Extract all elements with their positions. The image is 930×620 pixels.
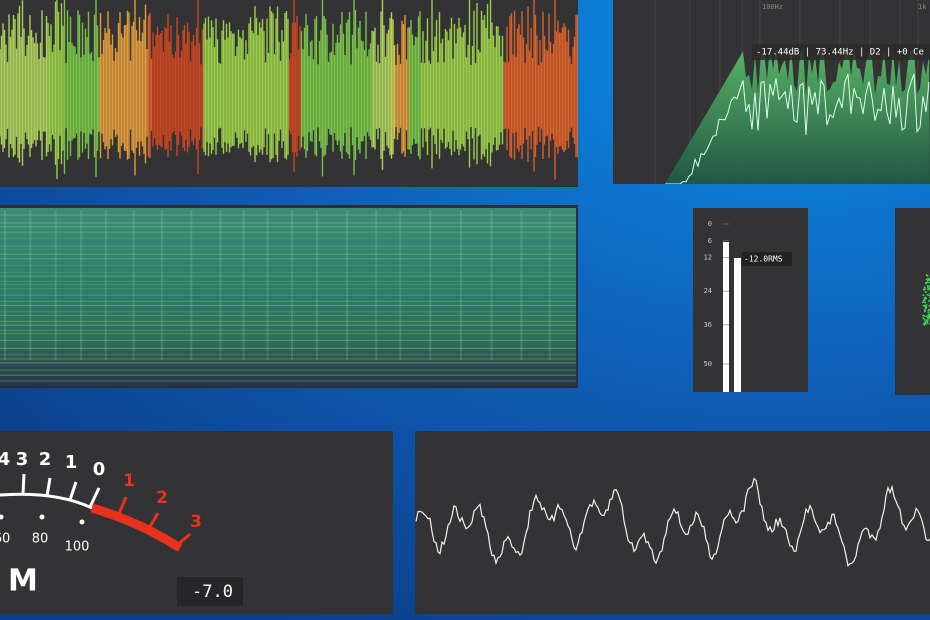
- gonio-dot: [924, 304, 927, 307]
- vu-meter-panel: 4 3 2 1 0 1 2 3 60 80 100 M -7.0: [0, 431, 393, 614]
- gonio-dot: [926, 316, 929, 319]
- gonio-dot: [923, 286, 926, 289]
- spectrum-readout: -17.44dB | 73.44Hz | D2 | +0 Ce: [756, 48, 924, 58]
- vu-scale-label: 2: [156, 488, 168, 508]
- vu-scale-label: 0: [93, 459, 106, 480]
- meter-scale-label: 50: [704, 360, 712, 368]
- meter-scale-label: 12: [704, 254, 712, 262]
- meter-scale-label: 24: [704, 287, 712, 295]
- level-meter-panel: -12.0RMS 0 6 12 24 36 50: [693, 208, 808, 392]
- gonio-dot: [927, 277, 930, 280]
- peak-bar: [723, 242, 729, 392]
- gonio-dot: [926, 284, 929, 287]
- vu-scale-label: 1: [65, 452, 78, 473]
- gonio-dot: [927, 279, 929, 282]
- gonio-dot: [923, 323, 926, 326]
- gonio-dot: [924, 308, 927, 311]
- gonio-dot: [926, 274, 929, 277]
- goniometer-panel: [895, 208, 930, 395]
- vu-scale-label: 4: [0, 449, 10, 470]
- gonio-dot: [925, 306, 928, 309]
- gonio-dot: [922, 304, 925, 307]
- vu-scale-label: 3: [16, 449, 29, 470]
- gonio-dot: [926, 281, 929, 283]
- meter-scale-label: 6: [708, 237, 712, 245]
- gonio-dot: [922, 301, 924, 304]
- gonio-dot: [925, 278, 928, 281]
- gonio-dot: [927, 318, 930, 321]
- readout-bg: [752, 44, 930, 60]
- gonio-dot: [926, 321, 929, 324]
- vu-mode: M: [8, 564, 38, 599]
- spectrogram-panel: [0, 205, 578, 388]
- gonio-dot: [923, 319, 926, 321]
- meter-scale-label: 0: [708, 220, 712, 228]
- gonio-dot: [927, 314, 929, 317]
- gonio-dot: [927, 288, 929, 291]
- waveform-panel: [0, 0, 578, 187]
- gonio-dot: [924, 301, 927, 304]
- vu-percent-label: 80: [32, 532, 49, 547]
- gonio-dot: [925, 322, 928, 325]
- gonio-dot: [927, 311, 930, 314]
- vu-percent-label: 100: [65, 540, 90, 555]
- vu-percent-label: 60: [0, 532, 10, 547]
- vu-scale-label: 2: [39, 449, 52, 470]
- spectrum-panel: 100Hz 1k -17.44dB | 73.44Hz | D2 | +0 Ce: [613, 0, 930, 184]
- gonio-dot: [924, 296, 927, 299]
- gonio-dot: [923, 315, 926, 317]
- spectrum-line: [665, 73, 930, 184]
- gonio-dot: [922, 294, 925, 297]
- gonio-dot: [924, 321, 927, 324]
- gonio-dot: [923, 298, 926, 300]
- gonio-dot: [927, 286, 929, 289]
- gonio-dot: [926, 320, 929, 323]
- gonio-dot: [925, 319, 928, 321]
- gonio-dot: [924, 291, 927, 294]
- gonio-dot: [927, 300, 930, 302]
- oscilloscope-trace: [415, 477, 930, 567]
- vu-readout: -7.0: [192, 582, 233, 602]
- vu-scale-label: 3: [190, 512, 202, 532]
- gonio-dot: [922, 317, 925, 320]
- freq-label: 100Hz: [762, 3, 783, 11]
- gonio-dot: [925, 281, 928, 284]
- meter-scale-label: 36: [704, 321, 712, 329]
- gonio-dot: [923, 287, 926, 290]
- rms-bar: [734, 258, 741, 392]
- gonio-dot: [926, 293, 929, 296]
- vu-scale-label: 1: [123, 471, 135, 491]
- gonio-dot: [925, 315, 928, 318]
- oscilloscope-panel: [415, 431, 930, 614]
- freq-label: 1k: [918, 3, 927, 11]
- rms-label: -12.0RMS: [744, 255, 783, 264]
